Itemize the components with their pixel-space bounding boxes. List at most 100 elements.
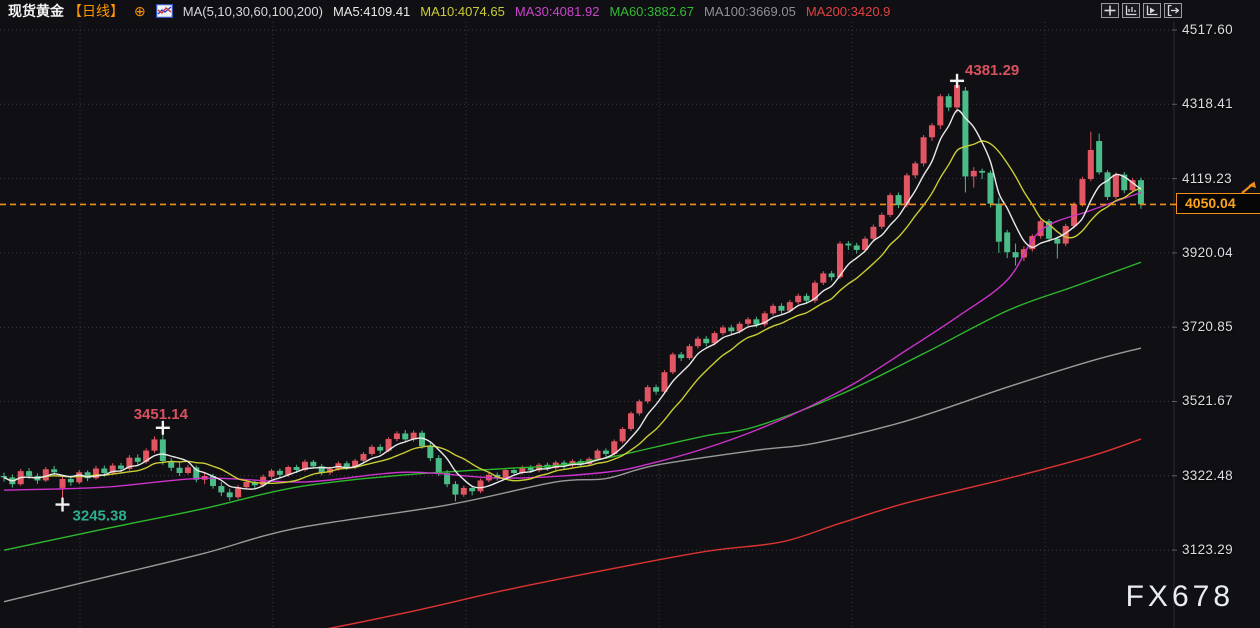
candle-body bbox=[1054, 238, 1061, 244]
annotation-4381.29: 4381.29 bbox=[950, 62, 1019, 88]
candle-body bbox=[1087, 149, 1094, 180]
candle-body bbox=[862, 238, 869, 250]
y-axis-label: 4517.60 bbox=[1182, 22, 1233, 37]
candle-body bbox=[619, 428, 626, 442]
candle-body bbox=[761, 313, 768, 325]
candle-body bbox=[402, 433, 409, 440]
candle-body bbox=[1012, 252, 1019, 258]
candle-body bbox=[301, 461, 308, 471]
candle-body bbox=[770, 305, 777, 314]
candle-body bbox=[1112, 174, 1119, 197]
candle-body bbox=[502, 470, 509, 478]
candle-body bbox=[251, 481, 258, 486]
legend-ma100: MA100:3669.05 bbox=[704, 3, 796, 19]
candle-body bbox=[837, 243, 843, 278]
timeframe-label: 【日线】 bbox=[68, 3, 124, 19]
candle-body bbox=[828, 273, 835, 278]
candle-body bbox=[878, 214, 885, 227]
y-axis-label: 3920.04 bbox=[1182, 244, 1233, 260]
y-axis-label: 4318.41 bbox=[1182, 96, 1233, 112]
candle-body bbox=[686, 346, 693, 359]
candle-body bbox=[1004, 232, 1011, 253]
candle-body bbox=[109, 465, 116, 473]
chart-header: 现货黄金 【日线】 ⊕ MA(5,10,30,60,100,200) MA5:41… bbox=[0, 0, 1260, 22]
candle-body bbox=[469, 487, 476, 492]
candle-body bbox=[368, 446, 375, 454]
candle-body bbox=[903, 175, 910, 206]
candle-body bbox=[84, 472, 91, 479]
candle-body bbox=[1137, 180, 1144, 205]
candle-body bbox=[853, 245, 860, 250]
candle-body bbox=[661, 372, 668, 392]
candle-body bbox=[318, 466, 325, 473]
candle-body bbox=[151, 439, 158, 451]
add-indicator-icon[interactable]: ⊕ bbox=[134, 3, 146, 19]
candle-body bbox=[159, 439, 166, 462]
candle-body bbox=[628, 413, 634, 429]
candle-body bbox=[678, 354, 685, 359]
ma30-line bbox=[3, 191, 1142, 491]
candle-body bbox=[703, 338, 710, 344]
candle-body bbox=[602, 450, 609, 454]
candle-body bbox=[118, 465, 125, 469]
legend-ma60: MA60:3882.67 bbox=[609, 3, 695, 19]
candle-body bbox=[452, 484, 459, 495]
chart-toolbar bbox=[1101, 3, 1182, 18]
candle-body bbox=[435, 458, 442, 473]
candle-body bbox=[778, 305, 785, 311]
candle-body bbox=[1037, 221, 1044, 237]
candle-body bbox=[268, 470, 275, 477]
price-direction-arrow bbox=[1240, 181, 1258, 199]
ma60-line bbox=[3, 261, 1142, 551]
candle-body bbox=[945, 96, 952, 108]
current-price-tag: 4050.04 bbox=[1176, 193, 1260, 214]
zoom-axis-icon[interactable] bbox=[1122, 3, 1140, 18]
candle-body bbox=[527, 467, 534, 471]
svg-text:3451.14: 3451.14 bbox=[134, 406, 189, 423]
candle-body bbox=[310, 461, 317, 467]
candle-body bbox=[820, 273, 827, 283]
legend-ma5: MA5:4109.41 bbox=[332, 3, 411, 19]
candle-body bbox=[276, 470, 283, 475]
candle-body bbox=[427, 446, 434, 459]
ma200-line bbox=[327, 438, 1142, 628]
candle-body bbox=[895, 195, 902, 206]
candle-body bbox=[92, 468, 99, 479]
candle-body bbox=[59, 478, 66, 488]
play-axis-icon[interactable] bbox=[1143, 3, 1161, 18]
annotation-3451.14: 3451.14 bbox=[134, 406, 189, 435]
candle-body bbox=[636, 401, 643, 414]
candle-body bbox=[510, 470, 517, 473]
candle-body bbox=[218, 486, 225, 493]
candle-body bbox=[995, 203, 1002, 242]
candle-body bbox=[168, 461, 175, 468]
candle-body bbox=[67, 478, 74, 483]
candle-body bbox=[987, 172, 994, 204]
candle-body bbox=[26, 471, 33, 476]
candle-body bbox=[176, 467, 183, 473]
candle-body bbox=[962, 90, 969, 177]
candle-body bbox=[285, 467, 292, 475]
candle-body bbox=[937, 96, 944, 126]
symbol-title: 现货黄金 bbox=[8, 3, 64, 19]
candle-body bbox=[360, 453, 367, 461]
candle-body bbox=[134, 457, 141, 462]
candle-body bbox=[745, 319, 752, 324]
y-axis-label: 3322.48 bbox=[1182, 467, 1233, 483]
candle-body bbox=[460, 487, 467, 495]
candle-body bbox=[1079, 179, 1086, 205]
candle-body bbox=[1, 475, 7, 478]
candle-body bbox=[795, 295, 802, 303]
candle-body bbox=[193, 467, 200, 480]
candle-body bbox=[970, 170, 977, 177]
y-axis-label: 3521.67 bbox=[1182, 393, 1233, 409]
candle-body bbox=[653, 387, 660, 392]
move-cross-icon[interactable] bbox=[1101, 3, 1119, 18]
candle-body bbox=[644, 387, 651, 402]
exit-right-icon[interactable] bbox=[1164, 3, 1182, 18]
candle-body bbox=[669, 354, 676, 373]
ma-settings-label: MA(5,10,30,60,100,200) bbox=[182, 3, 323, 19]
candle-body bbox=[76, 472, 83, 483]
